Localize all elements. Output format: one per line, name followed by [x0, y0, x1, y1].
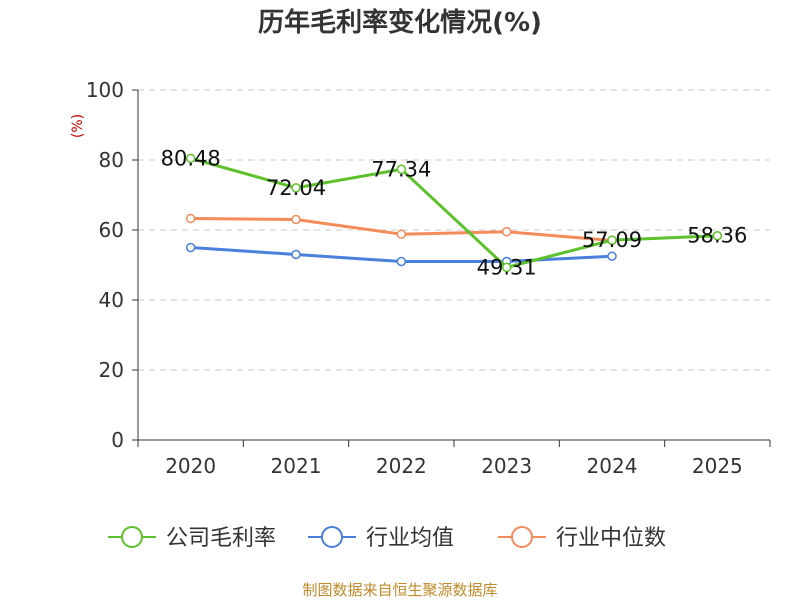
series-lines: [185, 153, 723, 273]
legend-label: 公司毛利率: [166, 526, 276, 551]
y-axis-unit-label: (%): [70, 114, 86, 138]
footer-source: 制图数据来自恒生聚源数据库: [302, 581, 497, 599]
y-tick-label: 20: [99, 358, 124, 382]
x-tick-label: 2020: [165, 454, 216, 478]
legend-label: 行业均值: [366, 526, 454, 551]
data-label: 57.09: [582, 228, 642, 252]
x-tick-label: 2024: [587, 454, 638, 478]
data-label: 49.31: [477, 255, 537, 279]
data-point: [396, 229, 407, 239]
y-tick-label: 60: [99, 218, 124, 242]
data-point: [501, 262, 512, 273]
legend: 公司毛利率 行业均值 行业中位数: [108, 526, 666, 551]
legend-item: 行业均值: [308, 526, 454, 551]
legend-marker-icon: [511, 526, 533, 548]
data-label: 80.48: [161, 146, 221, 170]
data-point: [185, 242, 196, 253]
series-line: [190, 156, 718, 269]
legend-item: 行业中位数: [498, 526, 666, 551]
data-labels: 80.48 72.04 77.34 49.31 57.09 58.36: [161, 146, 748, 279]
x-tick-label: 2025: [692, 454, 743, 478]
data-label: 72.04: [266, 176, 326, 200]
legend-marker-icon: [321, 526, 343, 548]
data-point: [396, 164, 407, 175]
data-point: [396, 256, 407, 267]
data-point: [291, 214, 301, 225]
data-point: [291, 183, 301, 193]
x-tick-label: 2021: [271, 454, 322, 478]
legend-marker-icon: [121, 526, 143, 548]
y-tick-label: 0: [111, 428, 124, 452]
data-point: [712, 230, 723, 241]
x-tick-label: 2022: [376, 454, 427, 478]
data-label: 58.36: [687, 224, 747, 248]
data-label: 77.34: [371, 157, 431, 181]
y-tick-label: 80: [99, 148, 124, 172]
data-point: [607, 235, 617, 245]
data-point: [291, 249, 301, 260]
data-point: [185, 213, 196, 224]
data-point: [501, 227, 512, 237]
y-tick-label: 100: [86, 78, 124, 102]
chart-title: 历年毛利率变化情况(%): [258, 7, 542, 38]
legend-item: 公司毛利率: [108, 526, 276, 551]
x-tick-label: 2023: [481, 454, 532, 478]
y-tick-label: 40: [99, 288, 124, 312]
data-point: [185, 153, 196, 164]
data-point: [607, 251, 617, 261]
grid-lines: [138, 89, 770, 371]
axes: 0 20 40 60 80 100 2020 2021 2022 2023 2024 2025: [86, 78, 771, 478]
legend-label: 行业中位数: [556, 526, 666, 551]
